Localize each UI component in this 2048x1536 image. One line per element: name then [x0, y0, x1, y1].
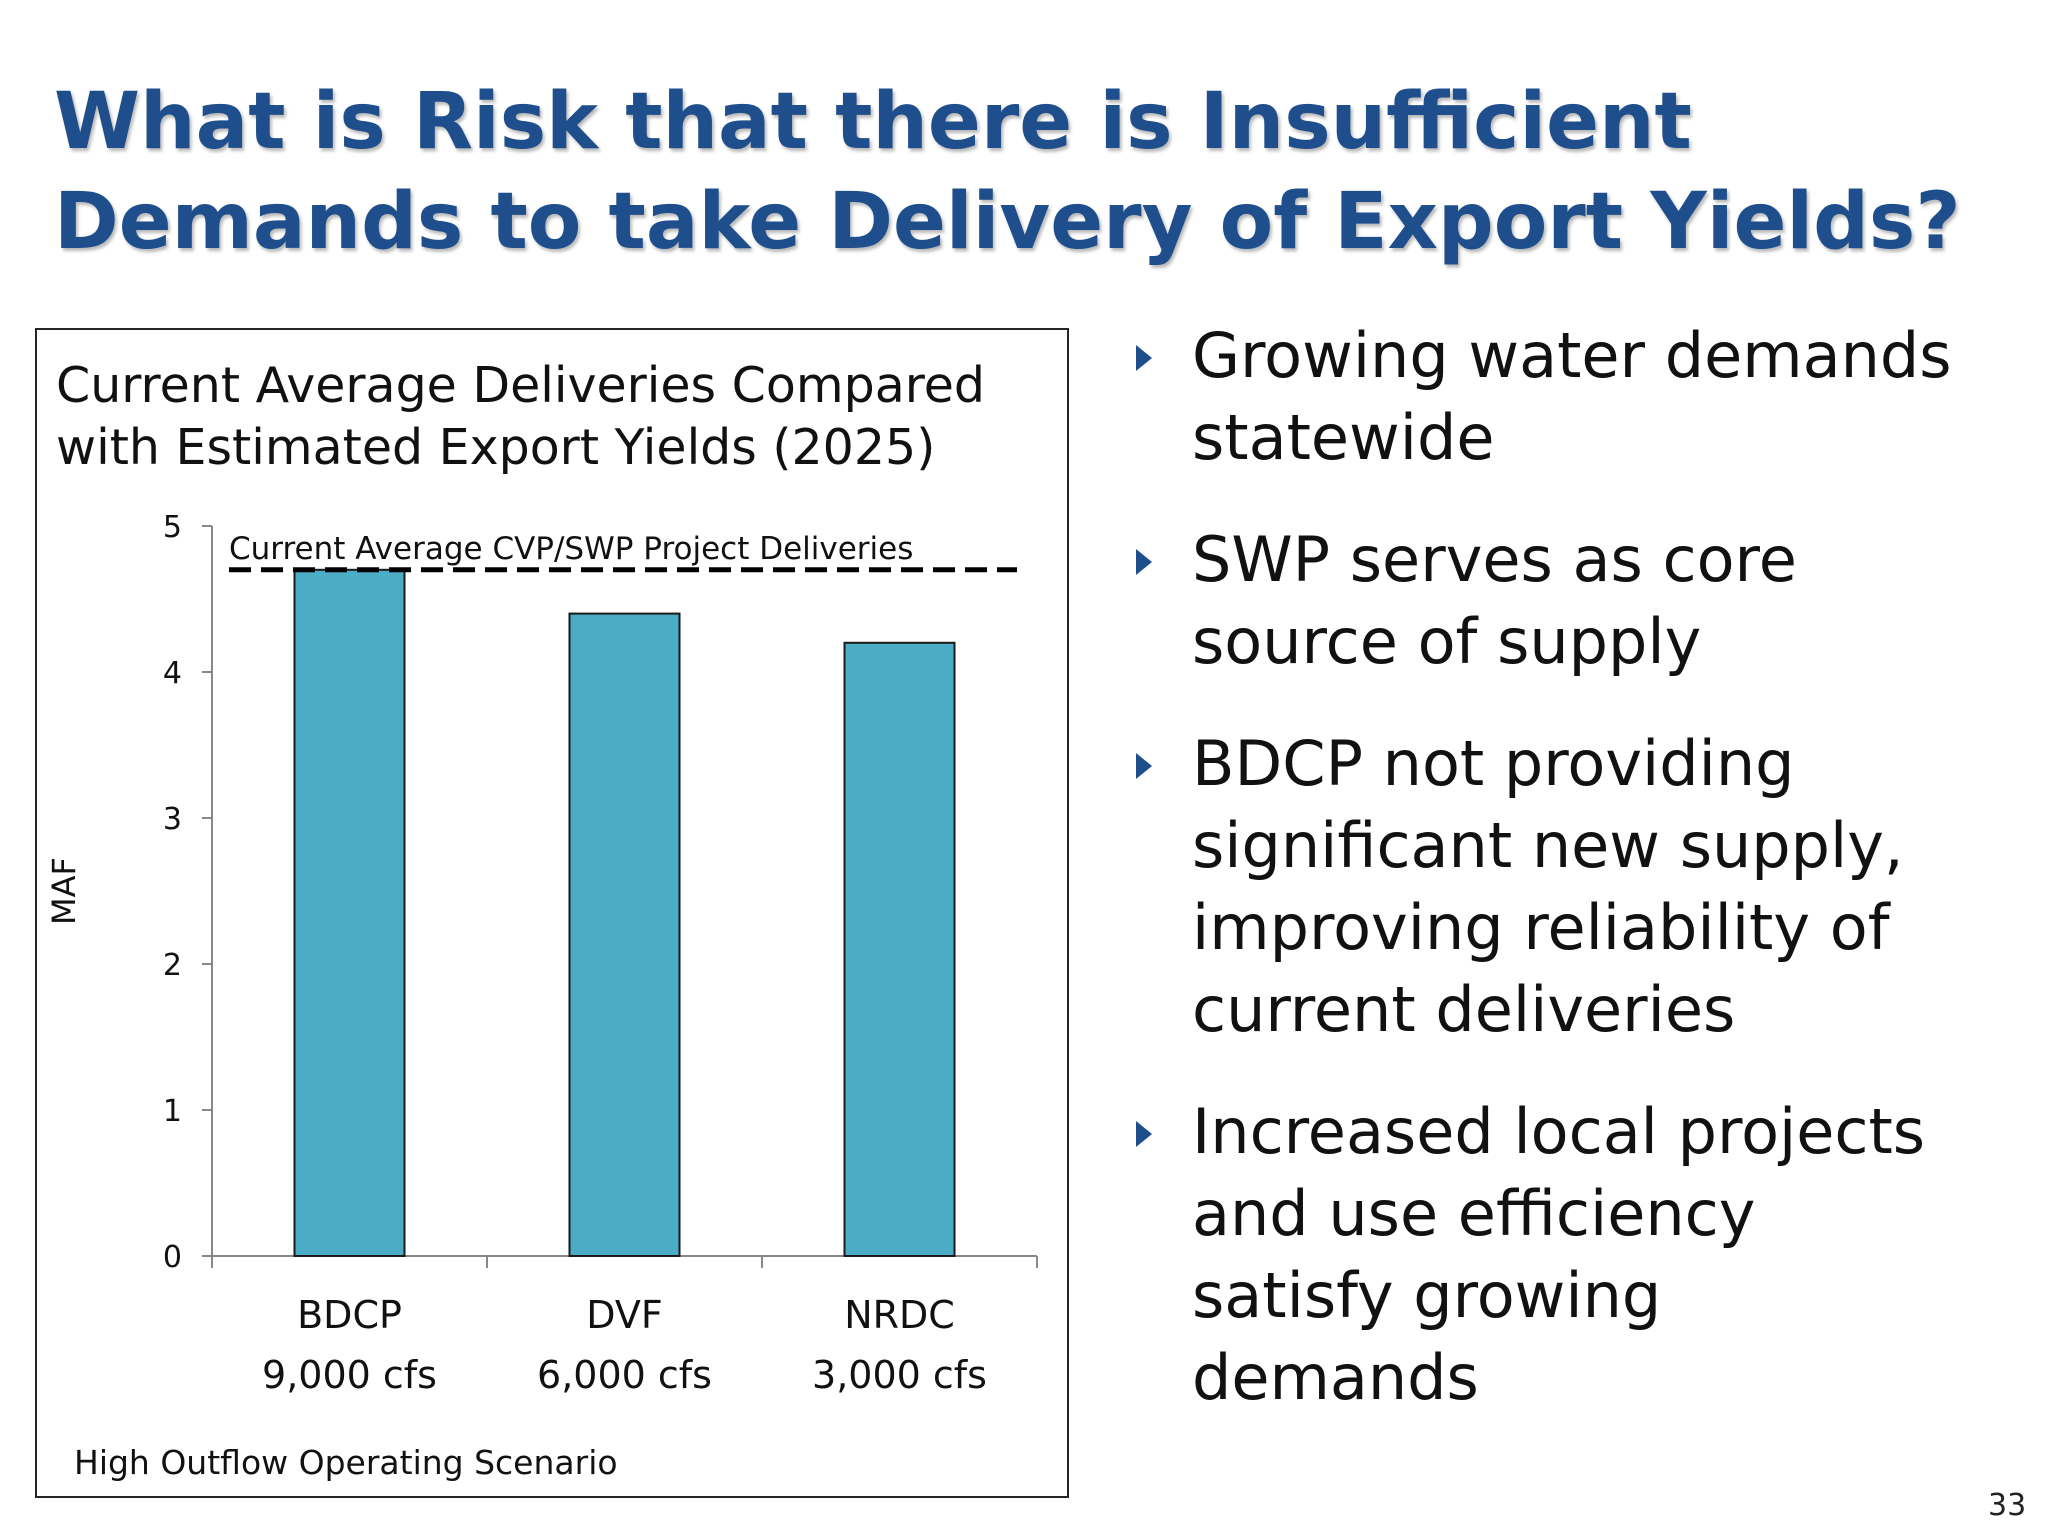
bullet-text: SWP serves as core source of supply: [1192, 519, 2030, 683]
bar-bdcp: [293, 568, 406, 1258]
triangle-bullet-icon: [1136, 753, 1152, 779]
bullet-line: Growing water demands: [1192, 319, 1952, 392]
triangle-bullet-icon: [1136, 1121, 1152, 1147]
chart-title: Current Average Deliveries Compared with…: [56, 355, 1056, 479]
slide-number: 33: [1988, 1488, 2027, 1523]
y-tick-label: 5: [163, 510, 182, 545]
chart-title-line-1: Current Average Deliveries Compared: [56, 357, 986, 414]
bullet-text: Increased local projects and use efficie…: [1192, 1091, 2030, 1419]
bullet-line: demands: [1192, 1341, 1479, 1414]
bullet-item: Increased local projects and use efficie…: [1130, 1091, 2030, 1419]
bullet-text: BDCP not providing significant new suppl…: [1192, 723, 2030, 1051]
bullet-line: significant new supply,: [1192, 809, 1904, 882]
bullet-line: source of supply: [1192, 605, 1702, 678]
x-tick-sublabel: 6,000 cfs: [537, 1353, 712, 1397]
x-tick-label: BDCP: [297, 1293, 402, 1337]
bullet-line: satisfy growing: [1192, 1259, 1662, 1332]
slide-title-line-1: What is Risk that there is Insufficient: [54, 77, 1692, 167]
bullet-text: Growing water demands statewide: [1192, 315, 2030, 479]
slide-title: What is Risk that there is Insufficient …: [54, 72, 1961, 272]
triangle-bullet-icon: [1136, 345, 1152, 371]
bullet-line: statewide: [1192, 401, 1495, 474]
bullet-line: Increased local projects: [1192, 1095, 1926, 1168]
slide-title-line-2: Demands to take Delivery of Export Yield…: [54, 177, 1961, 267]
bar-dvf: [568, 612, 681, 1258]
bullet-item: SWP serves as core source of supply: [1130, 519, 2030, 683]
y-axis-label: MAF: [45, 857, 83, 925]
chart-title-line-2: with Estimated Export Yields (2025): [56, 419, 936, 476]
bullet-line: improving reliability of: [1192, 891, 1890, 964]
bullet-line: SWP serves as core: [1192, 523, 1797, 596]
bullet-list: Growing water demands statewide SWP serv…: [1130, 315, 2030, 1459]
bullet-item: Growing water demands statewide: [1130, 315, 2030, 479]
y-tick-label: 3: [163, 802, 182, 837]
chart-panel: Current Average Deliveries Compared with…: [35, 328, 1069, 1498]
bullet-line: current deliveries: [1192, 973, 1736, 1046]
y-tick-label: 2: [163, 948, 182, 983]
bullet-line: and use efficiency: [1192, 1177, 1756, 1250]
triangle-bullet-icon: [1136, 549, 1152, 575]
x-tick-label: DVF: [586, 1293, 662, 1337]
x-tick-sublabel: 9,000 cfs: [262, 1353, 437, 1397]
bar-chart: 0 1 2 3 4 5 MAF BDCP 9,000 cfs DVF 6,000 cfs NRDC 3,…: [45, 510, 1038, 1397]
bullet-line: BDCP not providing: [1192, 727, 1795, 800]
x-tick-label: NRDC: [844, 1293, 955, 1337]
bar-nrdc: [843, 641, 956, 1257]
y-tick-label: 0: [163, 1240, 182, 1275]
reference-line-label: Current Average CVP/SWP Project Deliveri…: [229, 531, 913, 567]
chart-footnote: High Outflow Operating Scenario: [74, 1443, 618, 1482]
bullet-item: BDCP not providing significant new suppl…: [1130, 723, 2030, 1051]
y-tick-label: 4: [163, 656, 182, 691]
y-tick-label: 1: [163, 1094, 182, 1129]
x-tick-sublabel: 3,000 cfs: [812, 1353, 987, 1397]
